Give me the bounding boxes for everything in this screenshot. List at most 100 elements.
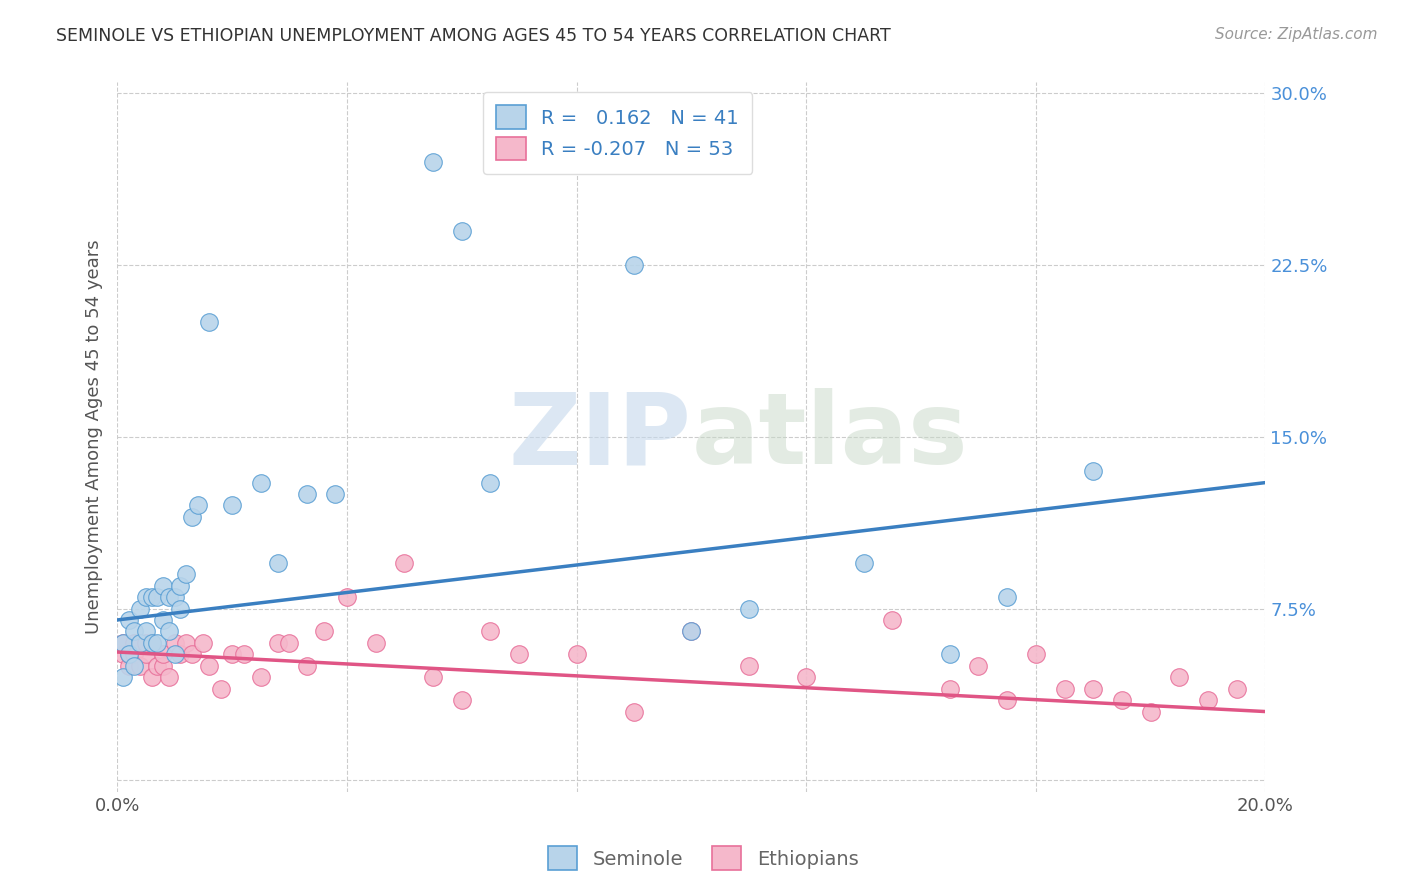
Point bbox=[152, 579, 174, 593]
Point bbox=[295, 487, 318, 501]
Point bbox=[1025, 648, 1047, 662]
Point bbox=[135, 648, 157, 662]
Point bbox=[111, 636, 134, 650]
Point bbox=[325, 487, 347, 501]
Point bbox=[141, 670, 163, 684]
Point bbox=[479, 475, 502, 490]
Legend: R =   0.162   N = 41, R = -0.207   N = 53: R = 0.162 N = 41, R = -0.207 N = 53 bbox=[482, 92, 752, 174]
Point bbox=[249, 475, 271, 490]
Point bbox=[623, 258, 645, 272]
Point bbox=[508, 648, 530, 662]
Point bbox=[111, 670, 134, 684]
Point bbox=[146, 590, 169, 604]
Point bbox=[221, 648, 243, 662]
Point bbox=[111, 636, 134, 650]
Point bbox=[1168, 670, 1191, 684]
Point bbox=[157, 624, 180, 639]
Point bbox=[111, 648, 134, 662]
Point bbox=[157, 590, 180, 604]
Point bbox=[129, 636, 152, 650]
Y-axis label: Unemployment Among Ages 45 to 54 years: Unemployment Among Ages 45 to 54 years bbox=[86, 239, 103, 634]
Point bbox=[180, 510, 202, 524]
Point bbox=[124, 624, 146, 639]
Text: Source: ZipAtlas.com: Source: ZipAtlas.com bbox=[1215, 27, 1378, 42]
Point bbox=[681, 624, 703, 639]
Text: ZIP: ZIP bbox=[509, 388, 692, 485]
Point bbox=[1053, 681, 1076, 696]
Point bbox=[267, 556, 290, 570]
Point bbox=[146, 658, 169, 673]
Point bbox=[738, 601, 761, 615]
Point bbox=[995, 693, 1018, 707]
Point bbox=[169, 648, 191, 662]
Point bbox=[738, 658, 761, 673]
Point bbox=[1111, 693, 1133, 707]
Point bbox=[187, 499, 209, 513]
Point bbox=[1197, 693, 1219, 707]
Point bbox=[394, 556, 416, 570]
Point bbox=[174, 636, 197, 650]
Point bbox=[157, 670, 180, 684]
Point bbox=[450, 224, 472, 238]
Point bbox=[450, 693, 472, 707]
Point bbox=[967, 658, 990, 673]
Point bbox=[995, 590, 1018, 604]
Point bbox=[118, 658, 141, 673]
Point bbox=[1139, 705, 1161, 719]
Point bbox=[221, 499, 243, 513]
Point bbox=[882, 613, 904, 627]
Point bbox=[278, 636, 301, 650]
Point bbox=[479, 624, 502, 639]
Point bbox=[163, 590, 186, 604]
Point bbox=[312, 624, 335, 639]
Point bbox=[198, 315, 221, 329]
Point bbox=[938, 648, 960, 662]
Point bbox=[141, 590, 163, 604]
Point bbox=[169, 601, 191, 615]
Point bbox=[794, 670, 817, 684]
Point bbox=[118, 613, 141, 627]
Point bbox=[422, 155, 444, 169]
Point bbox=[124, 648, 146, 662]
Point bbox=[364, 636, 387, 650]
Point bbox=[135, 636, 157, 650]
Point bbox=[141, 636, 163, 650]
Point bbox=[124, 658, 146, 673]
Legend: Seminole, Ethiopians: Seminole, Ethiopians bbox=[540, 838, 866, 878]
Point bbox=[1083, 681, 1105, 696]
Point bbox=[163, 636, 186, 650]
Point bbox=[118, 648, 141, 662]
Point bbox=[295, 658, 318, 673]
Point bbox=[135, 624, 157, 639]
Point bbox=[422, 670, 444, 684]
Point bbox=[267, 636, 290, 650]
Point bbox=[141, 636, 163, 650]
Point bbox=[1083, 464, 1105, 478]
Point bbox=[198, 658, 221, 673]
Point bbox=[163, 648, 186, 662]
Point bbox=[152, 658, 174, 673]
Point bbox=[124, 636, 146, 650]
Point bbox=[152, 613, 174, 627]
Point bbox=[1226, 681, 1249, 696]
Point bbox=[852, 556, 875, 570]
Point bbox=[209, 681, 232, 696]
Point bbox=[174, 567, 197, 582]
Point bbox=[336, 590, 359, 604]
Point bbox=[623, 705, 645, 719]
Point bbox=[169, 579, 191, 593]
Text: atlas: atlas bbox=[692, 388, 967, 485]
Point bbox=[938, 681, 960, 696]
Point bbox=[152, 648, 174, 662]
Point bbox=[249, 670, 271, 684]
Point bbox=[565, 648, 588, 662]
Point bbox=[118, 648, 141, 662]
Point bbox=[135, 590, 157, 604]
Text: SEMINOLE VS ETHIOPIAN UNEMPLOYMENT AMONG AGES 45 TO 54 YEARS CORRELATION CHART: SEMINOLE VS ETHIOPIAN UNEMPLOYMENT AMONG… bbox=[56, 27, 891, 45]
Point bbox=[232, 648, 254, 662]
Point bbox=[180, 648, 202, 662]
Point bbox=[129, 658, 152, 673]
Point bbox=[146, 636, 169, 650]
Point bbox=[193, 636, 215, 650]
Point bbox=[129, 601, 152, 615]
